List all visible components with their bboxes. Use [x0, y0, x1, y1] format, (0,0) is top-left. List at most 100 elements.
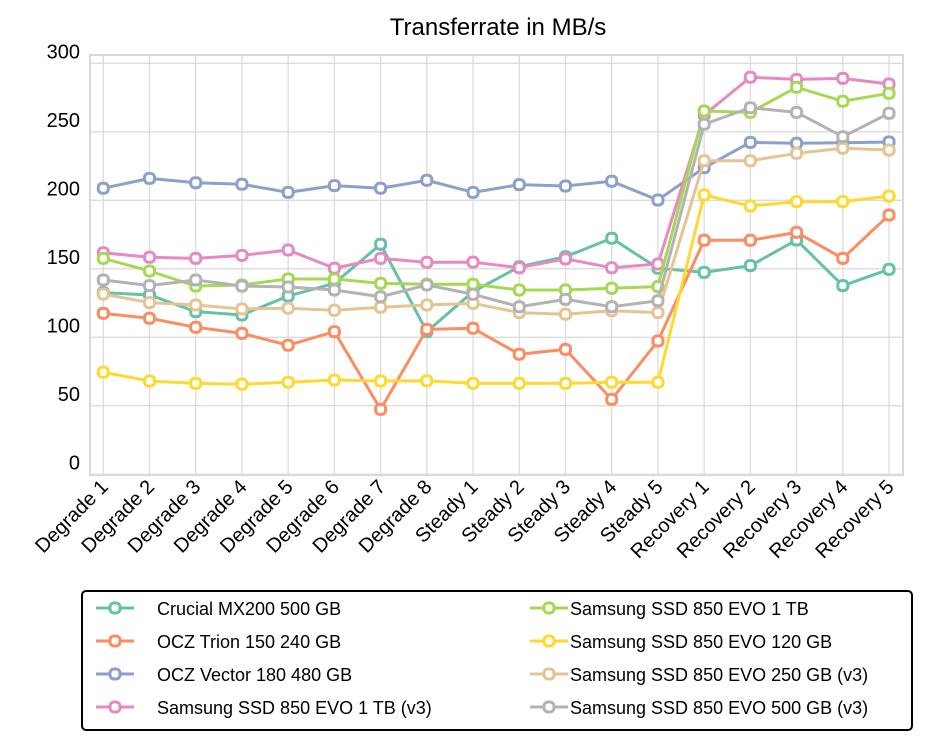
legend-item: Samsung SSD 850 EVO 500 GB (v3) [530, 698, 868, 718]
data-point [882, 208, 896, 222]
data-point [281, 301, 295, 315]
legend-marker-icon [108, 700, 122, 714]
data-point [836, 94, 850, 108]
data-point [605, 174, 619, 188]
data-point [466, 376, 480, 390]
series-line [103, 146, 890, 316]
y-tick-label: 250 [47, 110, 80, 132]
data-point [790, 80, 804, 94]
data-point [836, 195, 850, 209]
data-point [651, 193, 665, 207]
legend-item: Samsung SSD 850 EVO 1 TB [530, 599, 809, 619]
data-point [512, 347, 526, 361]
data-point [651, 334, 665, 348]
legend-item: OCZ Trion 150 240 GB [96, 632, 341, 652]
series-5 [96, 188, 896, 391]
data-point [836, 130, 850, 144]
data-point [420, 255, 434, 269]
data-point [559, 376, 572, 390]
data-point [466, 255, 480, 269]
series-line [103, 106, 890, 309]
legend-label: Samsung SSD 850 EVO 250 GB (v3) [570, 665, 868, 685]
y-tick-label: 300 [47, 41, 80, 63]
legend-item: Crucial MX200 500 GB [96, 599, 341, 619]
data-point [697, 188, 711, 202]
data-point [327, 179, 341, 193]
data-point [374, 300, 388, 314]
data-point [96, 365, 110, 379]
data-point [697, 265, 711, 279]
y-tick-label: 150 [47, 247, 80, 269]
data-point [374, 251, 388, 265]
data-point [559, 179, 572, 193]
data-point [281, 185, 295, 199]
data-point [235, 248, 249, 262]
data-point [605, 281, 619, 295]
data-point [743, 199, 757, 213]
data-point [420, 173, 434, 187]
legend-item: OCZ Vector 180 480 GB [96, 665, 352, 685]
data-point [143, 171, 157, 185]
legend-marker-icon [108, 634, 122, 648]
data-point [836, 279, 850, 293]
data-point [143, 374, 157, 388]
data-point [374, 290, 388, 304]
data-point [882, 106, 896, 120]
data-point [466, 287, 480, 301]
data-point [605, 231, 619, 245]
data-point [374, 181, 388, 195]
data-point [327, 325, 341, 339]
data-point [605, 261, 619, 275]
legend-marker-icon [108, 601, 122, 615]
data-point [743, 154, 757, 168]
series-2 [96, 135, 896, 207]
series-line [103, 213, 891, 411]
series-line [102, 140, 890, 202]
data-point [743, 70, 757, 84]
series-3 [96, 70, 896, 275]
data-point [143, 250, 157, 264]
data-point [697, 117, 711, 131]
data-point [605, 300, 619, 314]
series-7 [96, 101, 896, 314]
data-point [235, 177, 249, 191]
data-point [96, 251, 110, 265]
data-point [420, 298, 434, 312]
data-point [374, 374, 388, 388]
legend-marker-icon [542, 700, 556, 714]
data-point [374, 237, 388, 251]
data-point [189, 320, 203, 334]
data-point [189, 273, 203, 287]
data-point [512, 300, 526, 314]
data-point [466, 277, 480, 291]
data-point [235, 302, 249, 316]
data-point [559, 307, 572, 321]
data-point [374, 276, 388, 290]
data-point [189, 251, 203, 265]
data-point [327, 373, 341, 387]
data-point [96, 306, 110, 320]
legend-box [81, 590, 913, 731]
data-point [281, 338, 295, 352]
data-point [466, 321, 480, 335]
legend-item: Samsung SSD 850 EVO 250 GB (v3) [530, 665, 868, 685]
legend-label: Samsung SSD 850 EVO 120 GB [570, 632, 832, 652]
data-point [327, 303, 341, 317]
data-point [882, 189, 896, 203]
series-line [103, 75, 890, 270]
y-tick-label: 50 [58, 384, 80, 406]
chart-title: Transferrate in MB/s [390, 14, 607, 41]
data-point [836, 251, 850, 265]
data-point [143, 311, 157, 325]
legend-label: OCZ Vector 180 480 GB [157, 665, 352, 685]
data-point [512, 178, 526, 192]
data-point [743, 135, 757, 149]
data-point [327, 283, 341, 297]
data-point [743, 233, 757, 247]
data-point [327, 272, 341, 286]
legend-marker-icon [542, 667, 556, 681]
data-point [420, 278, 434, 292]
series-line [103, 193, 890, 386]
data-point [420, 374, 434, 388]
